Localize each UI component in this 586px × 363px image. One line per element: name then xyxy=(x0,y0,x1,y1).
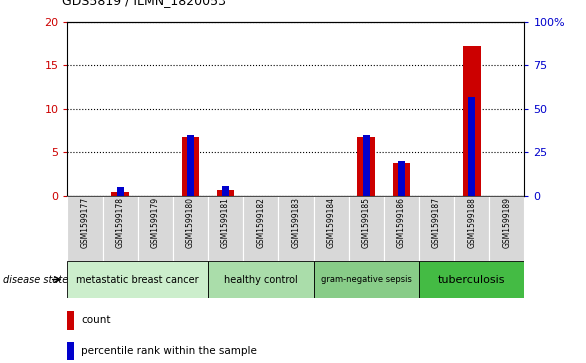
Bar xyxy=(314,196,349,261)
Text: GSM1599188: GSM1599188 xyxy=(467,197,476,248)
Bar xyxy=(67,196,103,261)
Bar xyxy=(454,196,489,261)
Bar xyxy=(468,97,475,196)
Bar xyxy=(222,185,229,196)
Bar xyxy=(208,196,243,261)
Text: GSM1599184: GSM1599184 xyxy=(326,197,336,248)
Text: healthy control: healthy control xyxy=(224,274,298,285)
Bar xyxy=(489,196,524,261)
Bar xyxy=(363,135,370,196)
Bar xyxy=(384,196,419,261)
Bar xyxy=(314,261,419,298)
Text: GSM1599182: GSM1599182 xyxy=(256,197,265,248)
Bar xyxy=(111,192,129,196)
Text: percentile rank within the sample: percentile rank within the sample xyxy=(81,346,257,356)
Bar xyxy=(67,342,74,360)
Bar xyxy=(217,190,234,196)
Text: GSM1599189: GSM1599189 xyxy=(502,197,512,248)
Bar xyxy=(398,161,405,196)
Bar xyxy=(463,46,481,196)
Text: GDS5819 / ILMN_1820053: GDS5819 / ILMN_1820053 xyxy=(62,0,226,7)
Bar xyxy=(393,163,410,196)
Bar xyxy=(117,187,124,196)
Bar xyxy=(419,196,454,261)
Text: GSM1599177: GSM1599177 xyxy=(80,197,90,248)
Bar xyxy=(67,311,74,330)
Text: GSM1599183: GSM1599183 xyxy=(291,197,301,248)
Text: GSM1599186: GSM1599186 xyxy=(397,197,406,248)
Bar xyxy=(103,196,138,261)
Text: disease state: disease state xyxy=(3,274,68,285)
Text: GSM1599180: GSM1599180 xyxy=(186,197,195,248)
Text: GSM1599181: GSM1599181 xyxy=(221,197,230,248)
Bar xyxy=(173,196,208,261)
Bar xyxy=(67,261,208,298)
Text: GSM1599185: GSM1599185 xyxy=(362,197,371,248)
Text: gram-negative sepsis: gram-negative sepsis xyxy=(321,275,412,284)
Text: GSM1599187: GSM1599187 xyxy=(432,197,441,248)
Bar xyxy=(187,135,194,196)
Bar xyxy=(419,261,524,298)
Bar xyxy=(357,137,375,196)
Text: GSM1599178: GSM1599178 xyxy=(115,197,125,248)
Text: count: count xyxy=(81,315,111,325)
Bar xyxy=(182,137,199,196)
Bar xyxy=(349,196,384,261)
Bar xyxy=(278,196,314,261)
Text: GSM1599179: GSM1599179 xyxy=(151,197,160,248)
Bar xyxy=(138,196,173,261)
Text: metastatic breast cancer: metastatic breast cancer xyxy=(76,274,199,285)
Bar xyxy=(243,196,278,261)
Text: tuberculosis: tuberculosis xyxy=(438,274,506,285)
Bar xyxy=(208,261,314,298)
